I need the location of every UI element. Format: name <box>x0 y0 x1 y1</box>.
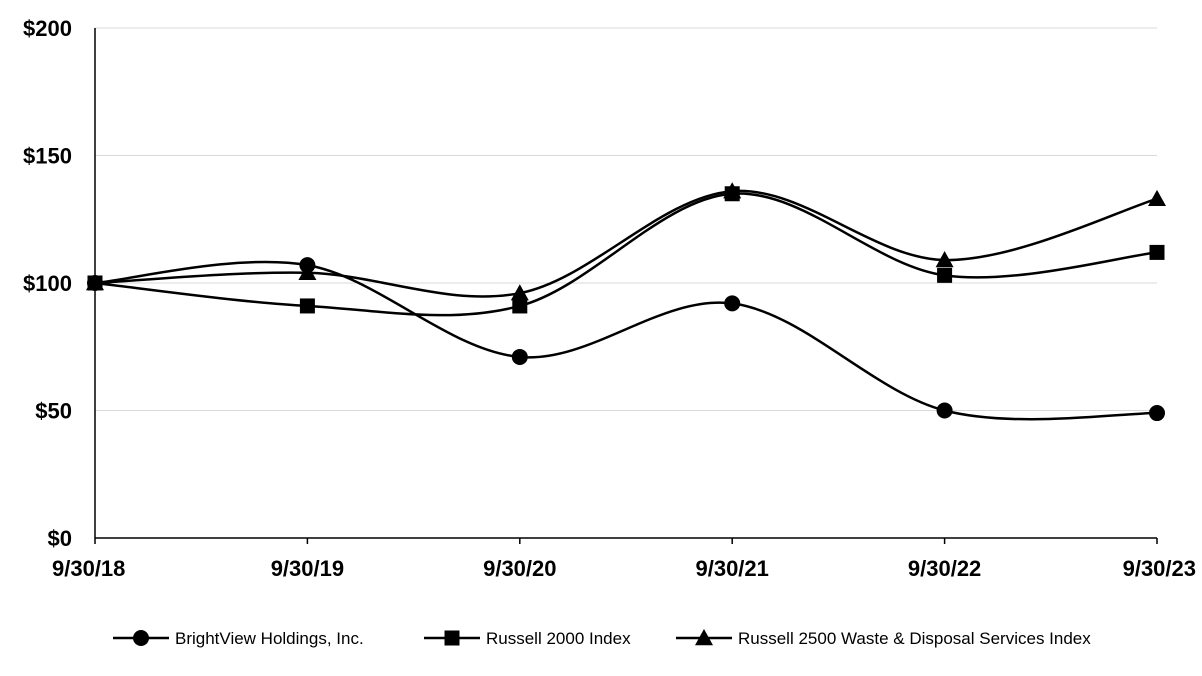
triangle-marker-legend-3 <box>695 629 713 646</box>
y-tick-label: $0 <box>48 526 72 551</box>
y-tick-label: $200 <box>23 16 72 41</box>
y-tick-label: $50 <box>35 399 72 424</box>
triangle-marker-series-3-point-4 <box>723 182 742 199</box>
square-marker-series-2-point-2 <box>299 298 315 314</box>
circle-marker-series-1-point-6 <box>1149 405 1165 422</box>
x-tick-label: 9/30/22 <box>908 556 981 581</box>
y-tick-label: $100 <box>23 271 72 296</box>
series-lines <box>94 189 1158 421</box>
x-tick-label: 9/30/23 <box>1123 556 1196 581</box>
series-line-1 <box>94 260 1158 421</box>
triangle-marker-series-3-point-2 <box>298 263 317 280</box>
square-marker-series-2-point-5 <box>937 267 953 283</box>
x-tick-label: 9/30/18 <box>52 556 125 581</box>
legend-label-3: Russell 2500 Waste & Disposal Services I… <box>738 629 1091 648</box>
triangle-marker-series-3-point-6 <box>1148 189 1166 207</box>
y-tick-label: $150 <box>23 144 72 169</box>
x-tick-label: 9/30/19 <box>271 556 344 581</box>
circle-marker-series-1-point-5 <box>936 402 953 419</box>
triangle-marker-series-3-point-1 <box>86 274 104 291</box>
gridlines <box>95 27 1157 411</box>
y-tick-labels: $0 $50 $100 $150 $200 <box>23 16 72 551</box>
x-tick-labels: 9/30/18 9/30/19 9/30/20 9/30/21 9/30/22 9/30/… <box>52 538 1196 581</box>
triangle-marker-series-3-point-5 <box>935 251 954 268</box>
square-marker-series-2-point-6 <box>1149 244 1165 260</box>
series-line-3 <box>94 189 1158 298</box>
series-line-2 <box>94 192 1158 317</box>
x-tick-label: 9/30/20 <box>483 556 556 581</box>
x-tick-label: 9/30/21 <box>695 556 768 581</box>
triangle-marker-series-3-point-3 <box>510 284 529 301</box>
circle-marker-series-1-point-4 <box>724 295 741 312</box>
legend-label-1: BrightView Holdings, Inc. <box>175 629 364 648</box>
circle-marker-legend-1 <box>133 630 149 646</box>
square-marker-series-2-point-3 <box>512 298 528 314</box>
square-marker-legend-2 <box>444 630 460 646</box>
circle-marker-series-1-point-3 <box>511 348 528 365</box>
legend-label-2: Russell 2000 Index <box>486 629 631 648</box>
series-markers <box>86 182 1166 422</box>
legend: BrightView Holdings, Inc. Russell 2000 In… <box>113 629 1091 648</box>
